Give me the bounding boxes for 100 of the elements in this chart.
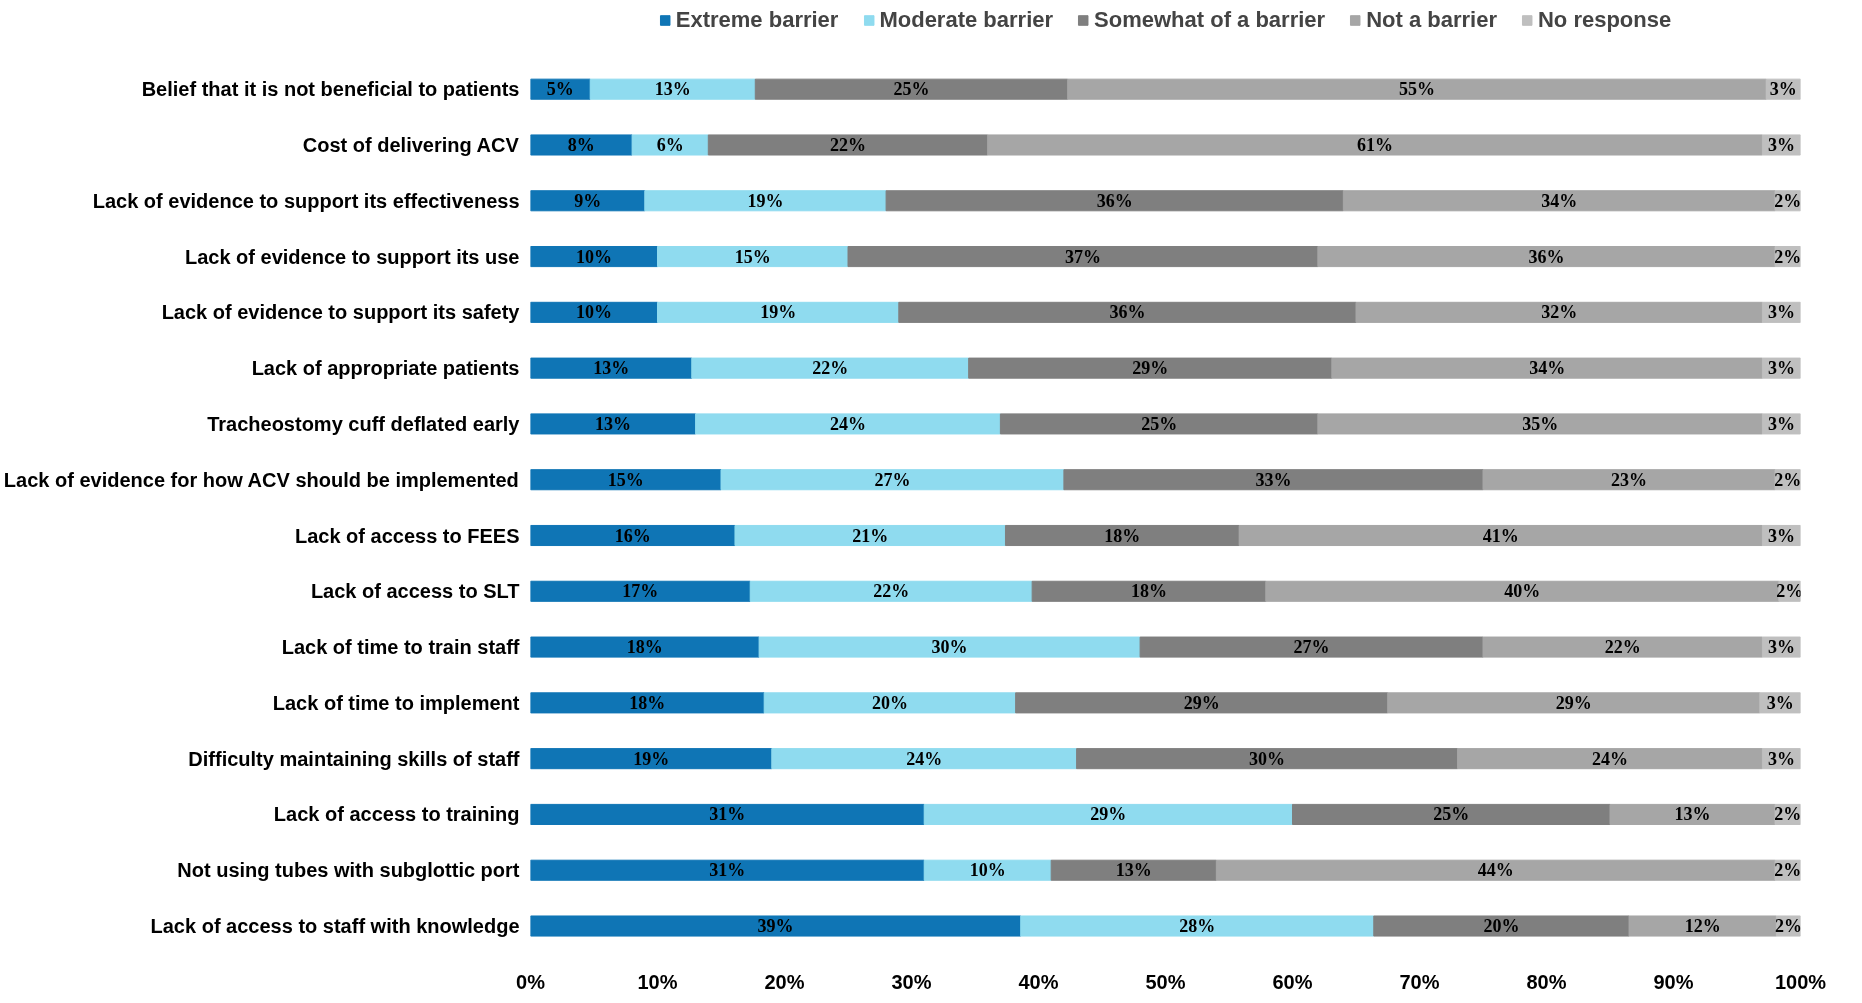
x-tick-label: 20% (764, 970, 805, 993)
data-label: 6% (656, 134, 684, 155)
y-tick-label: Lack of access to FEES (294, 524, 520, 547)
bar (923, 859, 1052, 881)
data-label: 31% (709, 804, 746, 825)
legend-label: Extreme barrier (675, 7, 839, 33)
bar (1482, 636, 1763, 658)
x-tick-label: 90% (1653, 970, 1694, 993)
x-tick-label: 0% (516, 970, 546, 993)
bar (695, 413, 1001, 435)
y-tick-label: Lack of time to train staff (281, 636, 520, 659)
data-label: 33% (1255, 469, 1292, 490)
data-label: 55% (1398, 79, 1435, 100)
data-label: 13% (595, 413, 632, 434)
bar (1292, 803, 1611, 825)
data-label: 2% (1774, 860, 1802, 881)
x-tick-label: 70% (1399, 970, 1440, 993)
data-label: 2% (1774, 246, 1802, 267)
bar (1342, 190, 1776, 212)
data-label: 10% (969, 860, 1006, 881)
bar (1482, 469, 1776, 491)
data-label: 3% (1767, 748, 1795, 769)
bar (1067, 78, 1767, 100)
bar (885, 190, 1344, 212)
data-label: 44% (1477, 860, 1514, 881)
data-label: 5% (546, 79, 574, 100)
data-label: 3% (1767, 637, 1795, 658)
bar (589, 78, 756, 100)
x-tick-label: 100% (1774, 970, 1827, 993)
bar (734, 524, 1006, 547)
data-label: 15% (607, 469, 644, 490)
data-label: 21% (852, 525, 889, 546)
data-label: 22% (812, 358, 849, 379)
x-tick-label: 10% (637, 970, 678, 993)
data-label: 18% (1104, 525, 1141, 546)
bar (1355, 301, 1763, 323)
data-label: 25% (893, 79, 930, 100)
bar (530, 859, 925, 881)
data-label: 13% (1115, 860, 1152, 881)
data-label: 19% (760, 302, 797, 323)
bar (1609, 803, 1776, 825)
data-label: 35% (1522, 413, 1559, 434)
data-label: 13% (654, 79, 691, 100)
y-tick-label: Lack of access to training (273, 803, 520, 826)
y-tick-label: Not using tubes with subglottic port (177, 859, 520, 882)
data-label: 20% (871, 692, 908, 713)
y-tick-label: Tracheostomy cuff deflated early (207, 412, 521, 435)
bar (1238, 524, 1763, 547)
bar (720, 469, 1065, 491)
data-label: 3% (1767, 302, 1795, 323)
data-label: 17% (622, 581, 659, 602)
bar (707, 134, 989, 156)
bar (1139, 636, 1484, 658)
y-tick-label: Lack of evidence to support its use (184, 245, 520, 268)
data-label: 37% (1064, 246, 1101, 267)
bar (1020, 915, 1375, 937)
data-label: 3% (1767, 413, 1795, 434)
bar (754, 78, 1069, 100)
bar (530, 413, 697, 435)
y-tick-label: Cost of delivering ACV (302, 133, 520, 156)
bar (530, 357, 693, 379)
bar (657, 246, 849, 268)
data-label: 18% (629, 692, 666, 713)
data-label: 31% (709, 860, 746, 881)
x-tick-label: 50% (1145, 970, 1186, 993)
data-label: 30% (1249, 748, 1286, 769)
data-label: 9% (574, 190, 602, 211)
data-label: 3% (1767, 525, 1795, 546)
data-label: 36% (1096, 190, 1133, 211)
bar (530, 748, 773, 770)
bar (987, 134, 1763, 156)
data-label: 3% (1767, 134, 1795, 155)
bar (1050, 859, 1217, 881)
data-label: 34% (1541, 190, 1578, 211)
data-label: 2% (1774, 804, 1802, 825)
legend-label: Moderate barrier (879, 7, 1054, 33)
data-label: 22% (1604, 637, 1641, 658)
data-label: 18% (1130, 581, 1167, 602)
bar (530, 803, 925, 825)
data-label: 36% (1528, 246, 1565, 267)
bar (923, 803, 1293, 825)
x-tick-label: 30% (891, 970, 932, 993)
y-tick-label: Belief that it is not beneficial to patients (141, 78, 520, 101)
bar (657, 301, 900, 323)
data-label: 29% (1183, 692, 1220, 713)
bar (898, 301, 1357, 323)
bar (644, 190, 887, 212)
data-label: 34% (1529, 358, 1566, 379)
bar (1015, 692, 1389, 714)
bar (749, 580, 1033, 602)
data-label: 19% (747, 190, 784, 211)
data-label: 19% (633, 748, 670, 769)
bar (763, 692, 1017, 714)
bar (1317, 246, 1776, 268)
legend-label: No response (1537, 7, 1672, 33)
data-label: 29% (1555, 692, 1592, 713)
bar (847, 246, 1319, 268)
data-label: 24% (830, 413, 866, 434)
data-label: 28% (1179, 916, 1216, 937)
bar (1004, 524, 1240, 547)
